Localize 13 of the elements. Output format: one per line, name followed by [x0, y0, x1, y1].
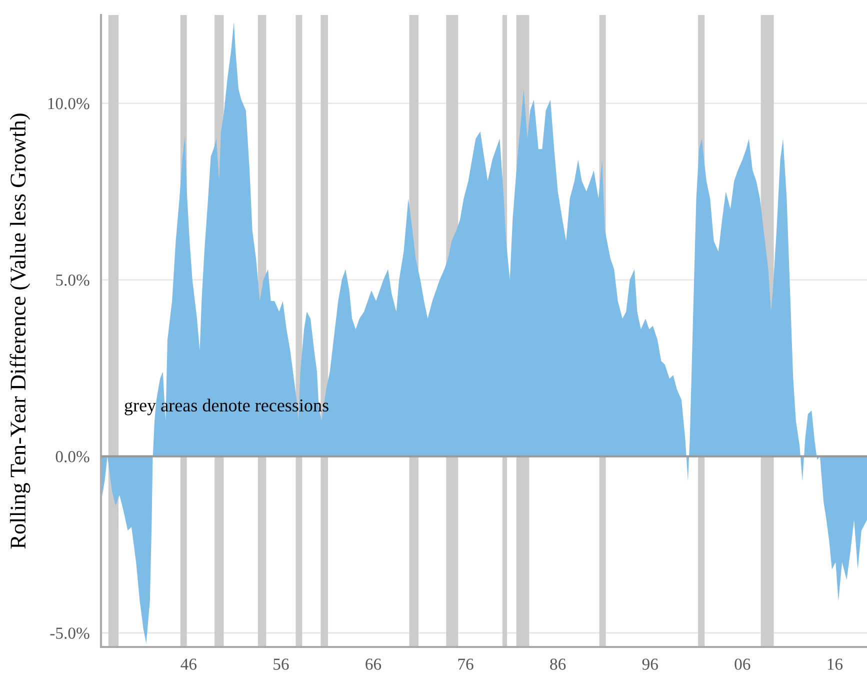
- x-tick-label: 56: [274, 658, 289, 670]
- x-tick-label: 16: [828, 658, 843, 670]
- y-tick-label: 0.0%: [56, 451, 90, 462]
- x-tick-label: 66: [366, 658, 382, 670]
- x-tick-label: 96: [642, 658, 658, 670]
- x-tick-label: 06: [734, 658, 750, 670]
- x-tick-label: 86: [550, 658, 566, 670]
- y-tick-label: -5.0%: [50, 628, 90, 639]
- x-tick-label: 76: [458, 658, 474, 670]
- y-axis-title: Rolling Ten-Year Difference (Value less Growth): [10, 114, 30, 549]
- x-tick-label: 46: [180, 658, 197, 670]
- y-tick-label: 10.0%: [48, 98, 90, 110]
- y-tick-label: 5.0%: [56, 274, 90, 286]
